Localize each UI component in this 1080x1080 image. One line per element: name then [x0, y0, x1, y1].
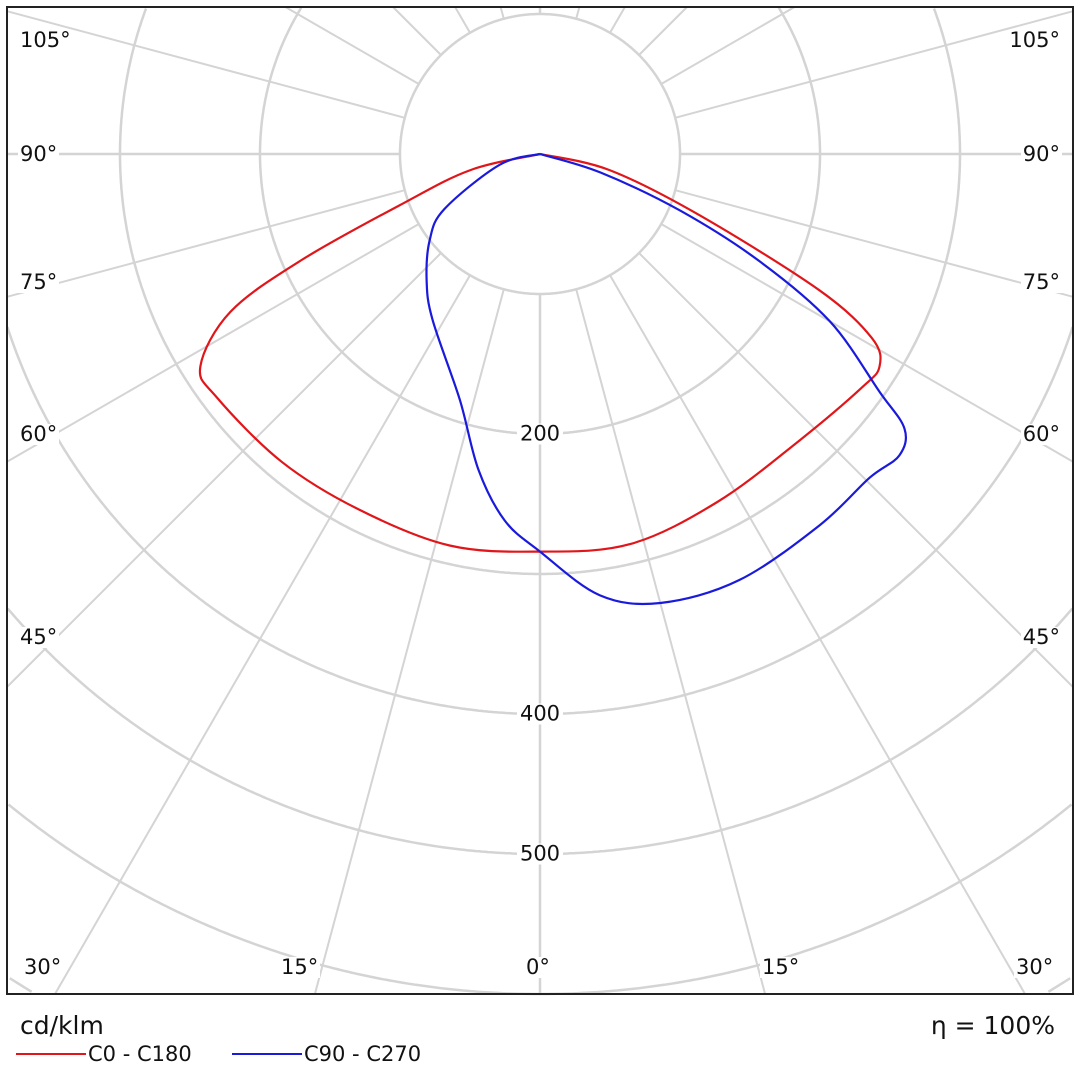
angle-label-bottom-30-left: 30°	[22, 955, 64, 979]
radial-gridline	[575, 6, 581, 20]
angle-label-bottom-30-right: 30°	[1014, 955, 1056, 979]
radial-gridline	[499, 6, 505, 20]
radial-gridline	[313, 288, 505, 995]
radial-gridline	[660, 6, 796, 85]
radial-gridline	[284, 6, 420, 85]
angle-label-right-60: 60°	[1020, 422, 1062, 446]
ring-gridline	[118, 8, 962, 576]
radial-gridline	[392, 6, 442, 56]
radial-gridline	[454, 6, 471, 34]
radial-gridline	[609, 6, 626, 34]
radial-gridline	[674, 10, 1074, 119]
angle-label-right-105: 105°	[1007, 28, 1062, 52]
radial-gridline	[674, 189, 1074, 298]
angle-label-bottom-0: 0°	[524, 955, 552, 979]
legend-swatch-red	[16, 1053, 86, 1055]
ring-label-500: 500	[516, 843, 564, 865]
radial-gridline	[54, 274, 471, 995]
legend-swatch-blue	[232, 1053, 302, 1055]
angle-label-left-90: 90°	[18, 142, 60, 166]
angle-label-left-105: 105°	[18, 28, 73, 52]
radial-gridline	[6, 252, 442, 688]
radial-gridline	[660, 223, 1074, 463]
radial-gridline	[638, 6, 688, 56]
angle-label-bottom-15-left: 15°	[279, 955, 321, 979]
legend-label: C90 - C270	[304, 1042, 422, 1066]
legend-label: C0 - C180	[88, 1042, 192, 1066]
efficiency-label: η = 100%	[930, 1011, 1055, 1040]
angle-label-bottom-15-right: 15°	[760, 955, 802, 979]
radial-gridline	[609, 274, 1026, 995]
chart-frame	[6, 6, 1074, 995]
ring-gridline	[258, 6, 822, 436]
angle-label-left-45: 45°	[18, 625, 60, 649]
legend-item-c90-c270: C90 - C270	[232, 1042, 421, 1066]
ring-gridline	[398, 12, 682, 296]
radial-gridline	[6, 10, 406, 119]
angle-label-right-45: 45°	[1020, 625, 1062, 649]
ring-gridline	[9, 977, 1071, 993]
ring-gridline	[7, 803, 1073, 996]
ring-gridline	[6, 607, 1074, 856]
angle-label-left-75: 75°	[18, 270, 60, 294]
ring-label-400: 400	[516, 703, 564, 725]
legend-item-c0-c180: C0 - C180	[16, 1042, 192, 1066]
angle-label-left-60: 60°	[18, 422, 60, 446]
radial-gridline	[638, 252, 1074, 688]
angle-label-right-75: 75°	[1020, 270, 1062, 294]
ring-label-200: 200	[516, 423, 564, 445]
angle-label-right-90: 90°	[1020, 142, 1062, 166]
series-curve-c90-c270	[425, 152, 907, 606]
radial-gridline	[6, 189, 406, 298]
unit-label: cd/klm	[20, 1011, 104, 1040]
radial-gridline	[575, 288, 767, 995]
radial-gridline	[6, 223, 420, 463]
